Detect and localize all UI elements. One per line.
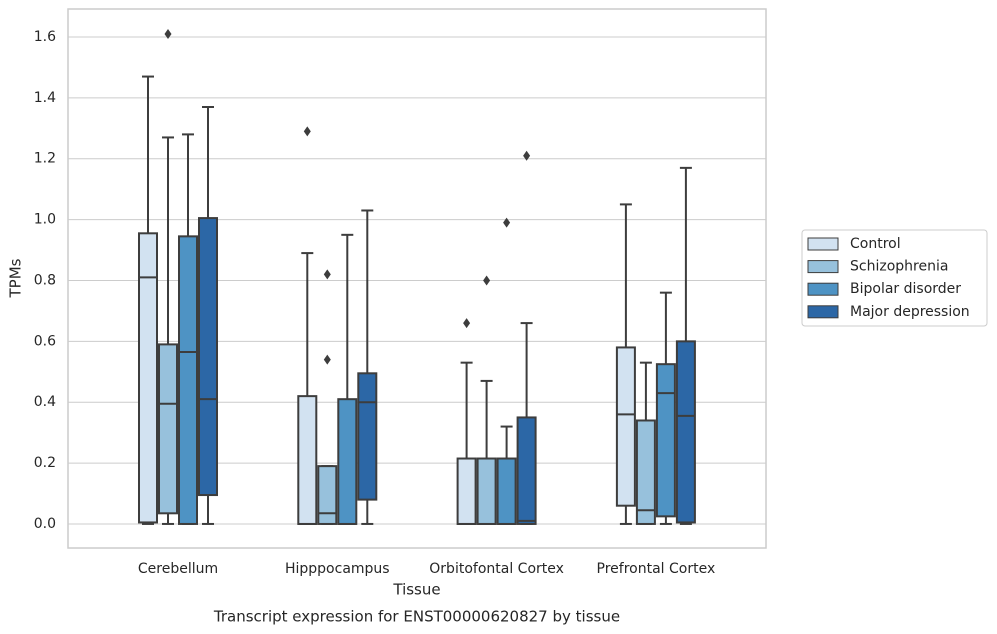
box xyxy=(297,395,318,525)
box xyxy=(337,398,358,525)
x-axis-label: Tissue xyxy=(392,581,440,599)
box xyxy=(178,235,198,525)
box xyxy=(456,457,477,525)
legend-swatch xyxy=(807,237,839,251)
x-tick-label: Orbitofontal Cortex xyxy=(429,561,564,577)
legend-swatch xyxy=(807,260,839,274)
y-tick-label: 0.8 xyxy=(34,272,56,288)
box xyxy=(476,457,497,525)
y-tick-label: 0.2 xyxy=(34,455,56,471)
box xyxy=(357,372,378,501)
box xyxy=(675,340,696,524)
y-tick-label: 0.0 xyxy=(34,516,56,532)
box xyxy=(496,457,517,525)
y-tick-label: 1.6 xyxy=(34,29,56,45)
outlier xyxy=(483,275,491,286)
box xyxy=(158,343,178,515)
legend-swatch xyxy=(807,282,839,296)
y-tick-label: 1.4 xyxy=(34,90,56,106)
box xyxy=(317,465,338,525)
box xyxy=(198,217,218,497)
legend-label: Bipolar disorder xyxy=(850,281,961,297)
box xyxy=(655,363,676,518)
x-tick-label: Cerebellum xyxy=(138,561,218,577)
box xyxy=(516,416,537,525)
x-tick-label: Prefrontal Cortex xyxy=(597,561,716,577)
outlier xyxy=(303,126,311,137)
legend-label: Schizophrenia xyxy=(850,259,948,275)
legend-label: Major depression xyxy=(850,304,970,320)
box xyxy=(635,419,656,525)
outlier xyxy=(463,318,471,329)
x-tick-label: Hipppocampus xyxy=(285,561,390,577)
outlier xyxy=(523,150,531,161)
plot-border xyxy=(67,8,767,549)
outlier xyxy=(323,354,331,365)
outlier xyxy=(323,269,331,280)
outlier xyxy=(164,28,172,39)
y-tick-label: 0.4 xyxy=(34,394,56,410)
y-axis-label: TPMs xyxy=(7,258,25,298)
box xyxy=(615,346,636,507)
y-tick-label: 1.2 xyxy=(34,151,56,167)
outlier xyxy=(503,217,511,228)
y-tick-label: 1.0 xyxy=(34,212,56,228)
box xyxy=(138,232,158,524)
legend-label: Control xyxy=(850,236,901,252)
caption: Transcript expression for ENST0000062082… xyxy=(213,608,620,626)
legend-swatch xyxy=(807,305,839,319)
legend-box xyxy=(801,229,988,327)
y-tick-label: 0.6 xyxy=(34,333,56,349)
